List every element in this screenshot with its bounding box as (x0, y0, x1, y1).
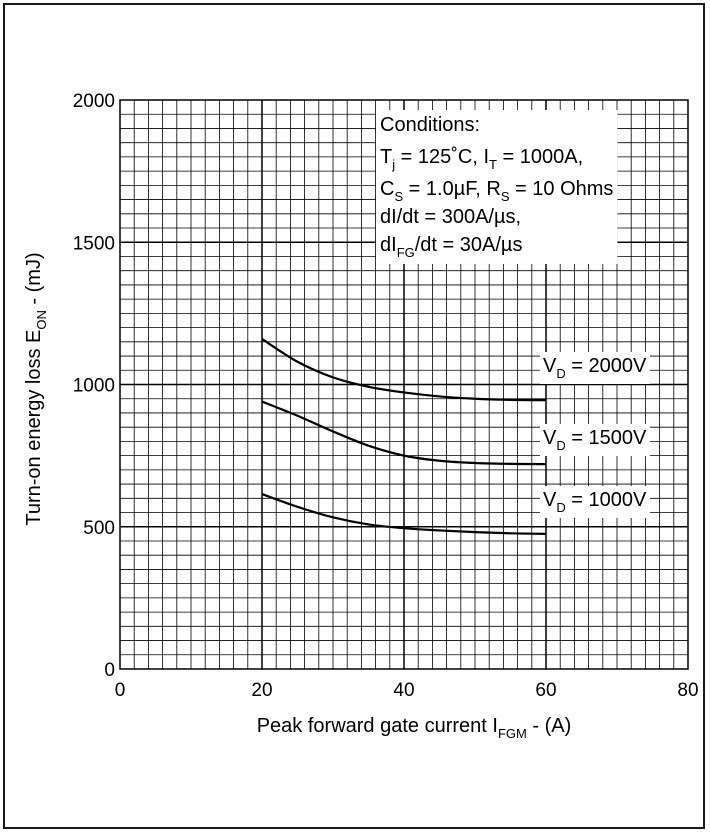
x-axis-title: Peak forward gate current IFGM - (A) (257, 715, 572, 741)
y-tick-label: 1000 (73, 376, 115, 397)
conditions-line-3: dI/dt = 300A/µs, (380, 206, 521, 228)
conditions-box: Conditions: Tj = 125˚C, IT = 1000A, CS =… (376, 110, 617, 264)
y-tick-label: 1500 (73, 233, 115, 254)
x-tick-label: 80 (677, 680, 698, 701)
conditions-title: Conditions: (380, 114, 480, 136)
x-tick-label: 40 (393, 680, 414, 701)
x-tick-label: 60 (535, 680, 556, 701)
y-tick-label: 500 (83, 518, 115, 539)
series-labels: VD = 2000V VD = 1500V VD = 1000V (540, 352, 650, 518)
x-tick-label: 20 (251, 680, 272, 701)
y-tick-label: 0 (104, 660, 115, 681)
x-tick-label: 0 (115, 680, 126, 701)
y-axis-title: Turn-on energy loss EON - (mJ) (23, 252, 49, 525)
y-tick-label: 2000 (73, 91, 115, 112)
